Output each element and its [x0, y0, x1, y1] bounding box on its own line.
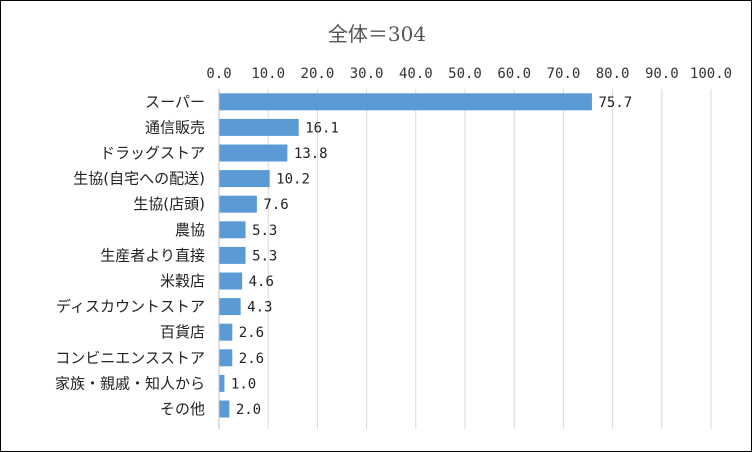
bar — [219, 93, 592, 111]
data-label: 16.1 — [305, 120, 339, 136]
bar — [219, 349, 233, 367]
bars — [219, 93, 592, 418]
data-label: 10.2 — [276, 172, 310, 188]
category-label: 生協(店頭) — [133, 195, 205, 213]
value-labels: 75.7 16.1 13.8 10.2 7.6 5.3 5.3 4.6 4.3 2.6 2.6 1.0… — [231, 95, 632, 418]
category-label: 通信販売 — [145, 118, 205, 136]
bar — [219, 195, 257, 213]
data-label: 4.6 — [249, 274, 274, 290]
category-label: 生協(自宅への配送) — [73, 170, 205, 188]
category-label: その他 — [160, 400, 205, 418]
category-label: 百貨店 — [160, 323, 205, 341]
bar — [219, 170, 270, 188]
x-tick-label: 10.0 — [251, 66, 285, 82]
bar — [219, 272, 243, 290]
data-label: 4.3 — [247, 300, 272, 316]
data-label: 2.6 — [239, 325, 264, 341]
x-tick-label: 60.0 — [497, 66, 531, 82]
data-label: 2.6 — [239, 351, 264, 367]
category-label: ドラッグストア — [100, 144, 205, 162]
chart-title: 全体＝304 — [328, 22, 426, 46]
gridlines — [218, 89, 712, 429]
data-label: 7.6 — [263, 197, 288, 213]
data-label: 2.0 — [236, 402, 261, 418]
data-label: 75.7 — [598, 95, 632, 111]
data-label: 5.3 — [252, 248, 277, 264]
category-label: ディスカウントストア — [56, 298, 205, 316]
bar — [219, 400, 230, 418]
x-tick-label: 80.0 — [596, 66, 630, 82]
bar — [219, 246, 246, 264]
category-label: スーパー — [145, 93, 205, 111]
x-tick-label: 50.0 — [448, 66, 482, 82]
x-tick-label: 100.0 — [690, 66, 732, 82]
bar — [219, 323, 233, 341]
data-label: 13.8 — [294, 146, 328, 162]
x-tick-label: 20.0 — [301, 66, 335, 82]
category-label: 生産者より直接 — [100, 246, 205, 264]
category-label: 米穀店 — [160, 272, 205, 290]
category-label: コンビニエンスストア — [55, 349, 205, 367]
data-label: 5.3 — [252, 223, 277, 239]
x-tick-label: 70.0 — [547, 66, 581, 82]
category-label: 農協 — [175, 221, 205, 239]
x-axis-ticks: 0.0 10.0 20.0 30.0 40.0 50.0 60.0 70.0 80.0 90.0 1… — [206, 66, 732, 82]
bar — [219, 298, 241, 316]
x-tick-label: 40.0 — [399, 66, 433, 82]
x-tick-label: 30.0 — [350, 66, 384, 82]
data-label: 1.0 — [231, 376, 256, 392]
category-label: 家族・親戚・知人から — [55, 374, 205, 392]
bar — [219, 118, 299, 136]
bar — [219, 374, 225, 392]
bar — [219, 221, 246, 239]
x-tick-label: 0.0 — [206, 66, 231, 82]
x-tick-label: 90.0 — [645, 66, 679, 82]
bar — [219, 144, 288, 162]
